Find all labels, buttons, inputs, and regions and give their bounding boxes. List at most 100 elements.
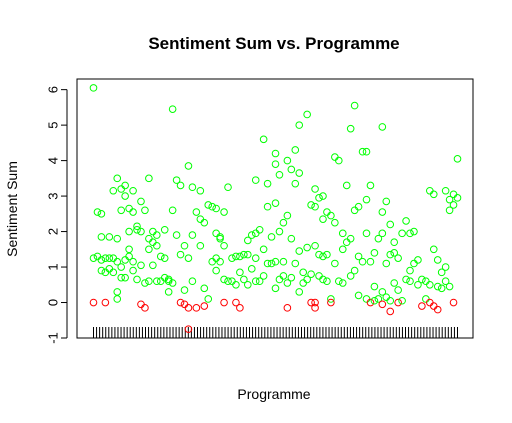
data-point [102, 269, 109, 276]
data-point [209, 203, 216, 210]
data-point [403, 276, 410, 283]
data-point [415, 257, 422, 264]
data-point [205, 202, 212, 209]
data-point [114, 235, 121, 242]
data-point [430, 191, 437, 198]
data-point [169, 106, 176, 113]
data-point [284, 212, 291, 219]
data-point [395, 287, 402, 294]
data-point [316, 273, 323, 280]
data-point [454, 195, 461, 202]
data-point [90, 299, 97, 306]
data-point [185, 163, 192, 170]
data-point [122, 274, 129, 281]
data-point [248, 266, 255, 273]
data-point [237, 253, 244, 260]
y-tick-label: 2 [46, 228, 61, 235]
data-point [339, 280, 346, 287]
data-point [407, 267, 414, 274]
data-point [276, 276, 283, 283]
data-point [312, 203, 319, 210]
data-point [411, 260, 418, 267]
data-point [379, 209, 386, 216]
data-point [98, 267, 105, 274]
data-point [197, 216, 204, 223]
data-point [197, 187, 204, 194]
y-tick-label: 5 [46, 122, 61, 129]
data-point [268, 234, 275, 241]
data-point [332, 260, 339, 267]
data-point [363, 230, 370, 237]
data-point [138, 301, 145, 308]
data-point [391, 280, 398, 287]
data-point [122, 193, 129, 200]
data-point [363, 296, 370, 303]
data-point [252, 230, 259, 237]
data-point [320, 216, 327, 223]
data-point [288, 166, 295, 173]
data-point [185, 305, 192, 312]
data-point [173, 232, 180, 239]
data-point [363, 148, 370, 155]
data-point [94, 209, 101, 216]
data-point [146, 175, 153, 182]
data-point [395, 299, 402, 306]
data-point [419, 276, 426, 283]
data-point [371, 250, 378, 257]
data-point [304, 111, 311, 118]
data-point [248, 232, 255, 239]
data-point [347, 235, 354, 242]
data-point [157, 278, 164, 285]
data-point [280, 258, 287, 265]
data-point [320, 193, 327, 200]
data-point [383, 198, 390, 205]
data-point [363, 196, 370, 203]
data-point [324, 278, 331, 285]
data-point [427, 281, 434, 288]
y-axis-label: Sentiment Sum [4, 161, 20, 257]
data-point [387, 221, 394, 228]
data-point [407, 278, 414, 285]
data-point [324, 251, 331, 258]
data-point [367, 258, 374, 265]
data-point [320, 276, 327, 283]
data-point [359, 258, 366, 265]
data-point [343, 239, 350, 246]
data-point [138, 198, 145, 205]
data-point [161, 274, 168, 281]
data-point [90, 85, 97, 92]
data-point [213, 205, 220, 212]
data-point [94, 253, 101, 260]
data-point [126, 228, 133, 235]
data-point [379, 124, 386, 131]
data-point [102, 299, 109, 306]
data-point [391, 239, 398, 246]
data-point [229, 255, 236, 262]
chart-title: Sentiment Sum vs. Programme [148, 34, 399, 53]
data-point [355, 292, 362, 299]
data-point [110, 255, 117, 262]
data-point [189, 184, 196, 191]
data-point [256, 226, 263, 233]
data-point [237, 269, 244, 276]
data-point [118, 186, 125, 193]
data-point [284, 157, 291, 164]
data-point [427, 299, 434, 306]
data-point [312, 186, 319, 193]
data-point [217, 258, 224, 265]
data-point [221, 276, 228, 283]
data-point [304, 244, 311, 251]
data-point [157, 253, 164, 260]
data-point [165, 289, 172, 296]
data-point [411, 228, 418, 235]
data-point [434, 257, 441, 264]
data-point [201, 219, 208, 226]
data-point [423, 278, 430, 285]
data-point [209, 258, 216, 265]
y-axis: -1 0 1 2 3 4 5 6 [46, 86, 67, 344]
data-point [146, 278, 153, 285]
data-point [221, 209, 228, 216]
data-point [146, 235, 153, 242]
data-point [118, 264, 125, 271]
data-point [122, 257, 129, 264]
